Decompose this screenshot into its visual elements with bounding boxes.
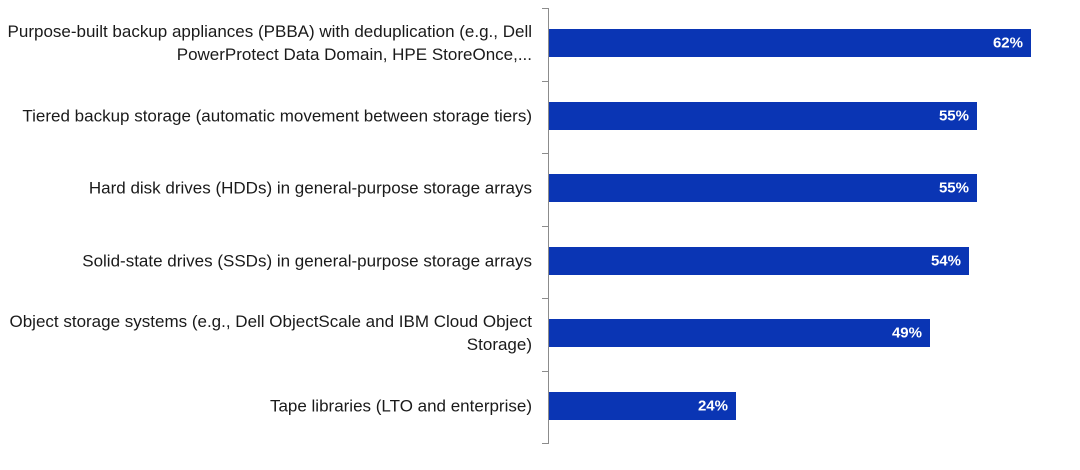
- axis-tick: [542, 443, 549, 444]
- axis-tick: [542, 153, 549, 154]
- bar: 54%: [549, 246, 969, 275]
- data-label: 54%: [930, 252, 961, 270]
- category-label: Purpose-built backup appliances (PBBA) w…: [7, 22, 532, 65]
- category-label: Tiered backup storage (automatic movemen…: [22, 106, 532, 126]
- bar: 24%: [549, 391, 736, 420]
- data-label: 49%: [891, 324, 922, 342]
- category-label: Object storage systems (e.g., Dell Objec…: [9, 312, 532, 355]
- category-label: Tape libraries (LTO and enterprise): [269, 396, 532, 416]
- axis-tick: [542, 81, 549, 82]
- data-label: 62%: [992, 34, 1023, 52]
- category-label: Hard disk drives (HDDs) in general-purpo…: [88, 178, 532, 198]
- bar: 62%: [549, 29, 1031, 58]
- data-label: 24%: [697, 397, 728, 415]
- bar: 49%: [549, 319, 930, 348]
- data-label: 55%: [938, 107, 969, 125]
- axis-tick: [542, 298, 549, 299]
- category-axis-line: [548, 8, 549, 443]
- axis-tick: [542, 226, 549, 227]
- bar: 55%: [549, 174, 977, 203]
- category-label: Solid-state drives (SSDs) in general-pur…: [82, 251, 532, 271]
- axis-tick: [542, 371, 549, 372]
- axis-tick: [542, 8, 549, 9]
- bar: 55%: [549, 101, 977, 130]
- data-label: 55%: [938, 179, 969, 197]
